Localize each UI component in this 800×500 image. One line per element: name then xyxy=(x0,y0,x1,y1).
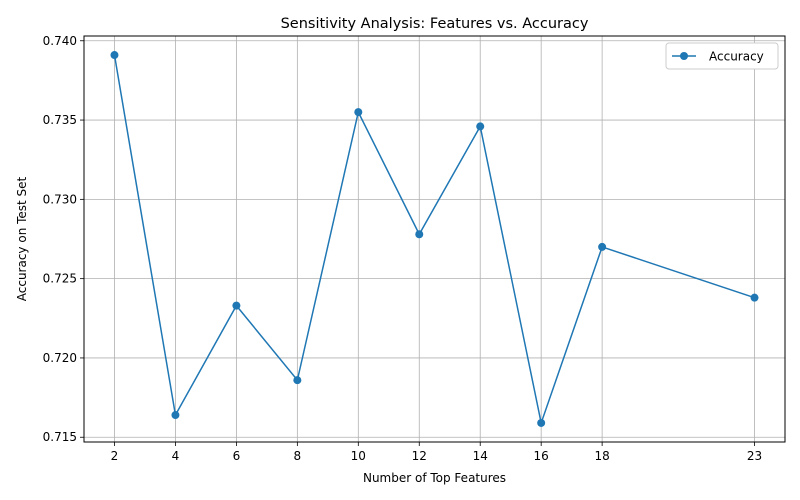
data-point xyxy=(415,230,424,239)
data-point xyxy=(110,51,119,60)
chart-title: Sensitivity Analysis: Features vs. Accur… xyxy=(281,16,589,32)
x-tick-label: 23 xyxy=(747,449,762,463)
data-point xyxy=(354,108,363,117)
data-point xyxy=(537,418,546,427)
legend-marker-swatch xyxy=(680,52,688,60)
data-point xyxy=(598,242,607,251)
series-line xyxy=(113,54,755,426)
y-tick-label: 0.715 xyxy=(43,430,77,444)
x-axis-title: Number of Top Features xyxy=(363,471,506,485)
y-axis-ticks: 0.715 0.720 0.725 0.730 0.735 0.740 xyxy=(43,34,84,444)
y-tick-label: 0.725 xyxy=(43,272,77,286)
x-tick-label: 18 xyxy=(594,449,609,463)
data-point xyxy=(171,411,180,420)
y-tick-label: 0.730 xyxy=(43,192,77,206)
x-axis-ticks: 2 4 6 8 10 12 14 16 18 23 xyxy=(111,442,762,463)
data-point xyxy=(232,301,241,310)
x-tick-label: 16 xyxy=(534,449,549,463)
data-point xyxy=(476,122,485,131)
x-tick-label: 8 xyxy=(294,449,302,463)
y-tick-label: 0.740 xyxy=(43,34,77,48)
x-tick-label: 14 xyxy=(473,449,488,463)
y-axis-title: Accuracy on Test Set xyxy=(15,176,29,301)
x-tick-label: 10 xyxy=(351,449,366,463)
x-tick-label: 6 xyxy=(233,449,241,463)
x-tick-label: 2 xyxy=(111,449,119,463)
legend-label-accuracy: Accuracy xyxy=(709,50,764,64)
x-tick-label: 4 xyxy=(172,449,180,463)
grid-lines xyxy=(84,36,785,442)
data-point xyxy=(293,376,302,385)
series-accuracy xyxy=(110,51,759,427)
legend-box xyxy=(665,42,779,70)
plot-area-frame xyxy=(83,35,786,443)
y-tick-label: 0.735 xyxy=(43,113,77,127)
data-point xyxy=(750,293,759,302)
x-tick-label: 12 xyxy=(412,449,427,463)
legend: Accuracy xyxy=(665,42,779,70)
y-tick-label: 0.720 xyxy=(43,351,77,365)
